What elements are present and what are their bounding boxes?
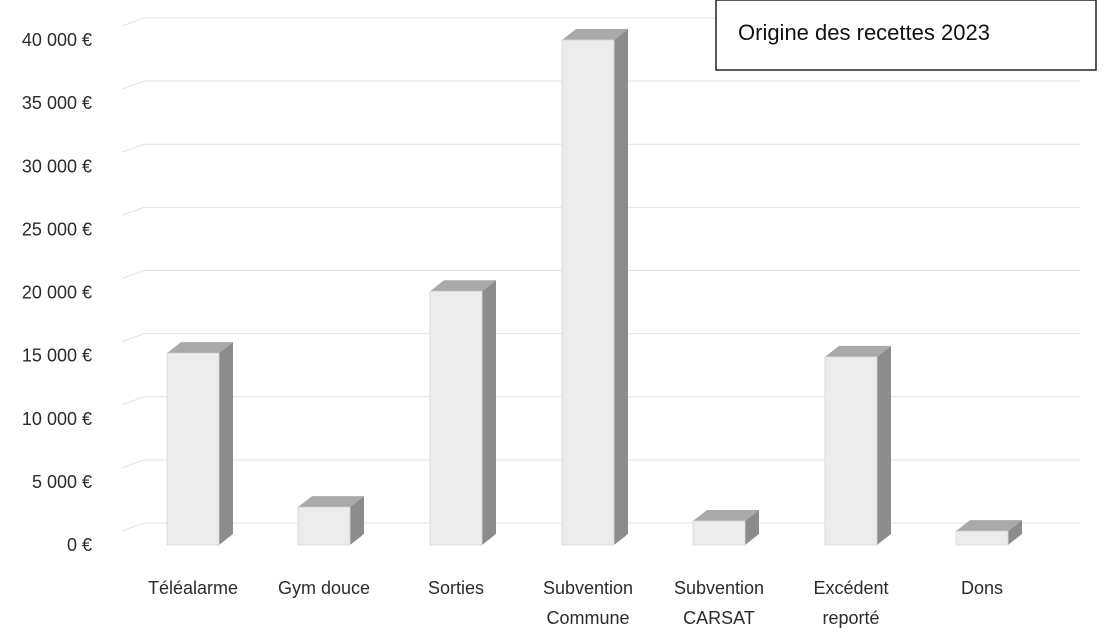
chart-title: Origine des recettes 2023 — [738, 20, 990, 45]
bar-front — [297, 506, 351, 546]
bar-front — [824, 356, 878, 546]
gridline-slant — [121, 522, 145, 532]
bar — [166, 342, 233, 546]
gridline-slant — [121, 17, 145, 27]
bar-top — [562, 29, 628, 40]
bar-front — [692, 520, 746, 546]
bar-side — [482, 280, 496, 545]
gridline-slant — [121, 80, 145, 90]
gridline-slant — [121, 143, 145, 153]
x-tick-label: Subvention Commune — [543, 578, 633, 628]
bar-side — [745, 510, 759, 545]
bar-side — [614, 29, 628, 545]
y-tick-label: 30 000 € — [22, 156, 92, 176]
bar-top — [167, 342, 233, 354]
x-tick-label: Excédent reporté — [813, 578, 888, 628]
x-tick-label: Subvention CARSAT — [674, 578, 764, 628]
y-tick-label: 20 000 € — [22, 283, 92, 303]
bar — [824, 345, 891, 546]
gridline-slant — [121, 459, 145, 469]
x-tick-label: Gym douce — [278, 578, 370, 598]
chart-title-box: Origine des recettes 2023 — [715, 0, 1097, 71]
bar — [429, 280, 496, 546]
bar-side — [350, 496, 364, 545]
x-tick-line: Commune — [546, 608, 629, 628]
x-tick-line: Gym douce — [278, 578, 370, 598]
bar-top — [956, 520, 1022, 532]
bar-top — [825, 345, 891, 357]
y-tick-label: 35 000 € — [22, 93, 92, 113]
bar-top — [298, 496, 364, 508]
gridline-slant — [121, 333, 145, 343]
bar-side — [1008, 520, 1022, 545]
bar — [297, 496, 364, 546]
bar — [955, 520, 1022, 546]
x-axis: Téléalarme Gym douce Sorties Subvention Comm… — [148, 578, 1003, 628]
x-tick-line: Subvention — [543, 578, 633, 598]
x-tick-label: Dons — [961, 578, 1003, 598]
gridline-slant — [121, 270, 145, 279]
x-tick-line: Dons — [961, 578, 1003, 598]
x-tick-line: Sorties — [428, 578, 484, 598]
x-tick-label: Sorties — [428, 578, 484, 598]
x-tick-line: Excédent — [813, 578, 888, 598]
bar-side — [877, 345, 891, 545]
y-tick-label: 15 000 € — [22, 346, 92, 366]
x-tick-line: Téléalarme — [148, 578, 238, 598]
y-tick-label: 10 000 € — [22, 409, 92, 429]
x-tick-line: CARSAT — [683, 608, 755, 628]
bar-top — [430, 280, 496, 292]
bar-side — [219, 342, 233, 545]
chart-title-border — [715, 0, 1097, 71]
y-tick-label: 25 000 € — [22, 219, 92, 239]
bar-front — [429, 290, 483, 546]
bar-front — [561, 39, 615, 546]
bars — [166, 29, 1022, 546]
bar-top — [693, 510, 759, 522]
x-tick-line: Subvention — [674, 578, 764, 598]
y-tick-label: 0 € — [67, 535, 92, 555]
y-tick-label: 40 000 € — [22, 30, 92, 50]
y-tick-label: 5 000 € — [32, 472, 92, 492]
y-axis: 0 € 5 000 € 10 000 € 15 000 € 20 000 € 25 000… — [22, 30, 92, 555]
bar-front — [166, 352, 220, 546]
x-tick-label: Téléalarme — [148, 578, 238, 598]
bar — [692, 510, 759, 546]
x-tick-line: reporté — [822, 608, 879, 628]
bar-front — [955, 530, 1009, 546]
gridline-slant — [121, 206, 145, 216]
gridline-slant — [121, 396, 145, 406]
bar — [561, 29, 628, 546]
